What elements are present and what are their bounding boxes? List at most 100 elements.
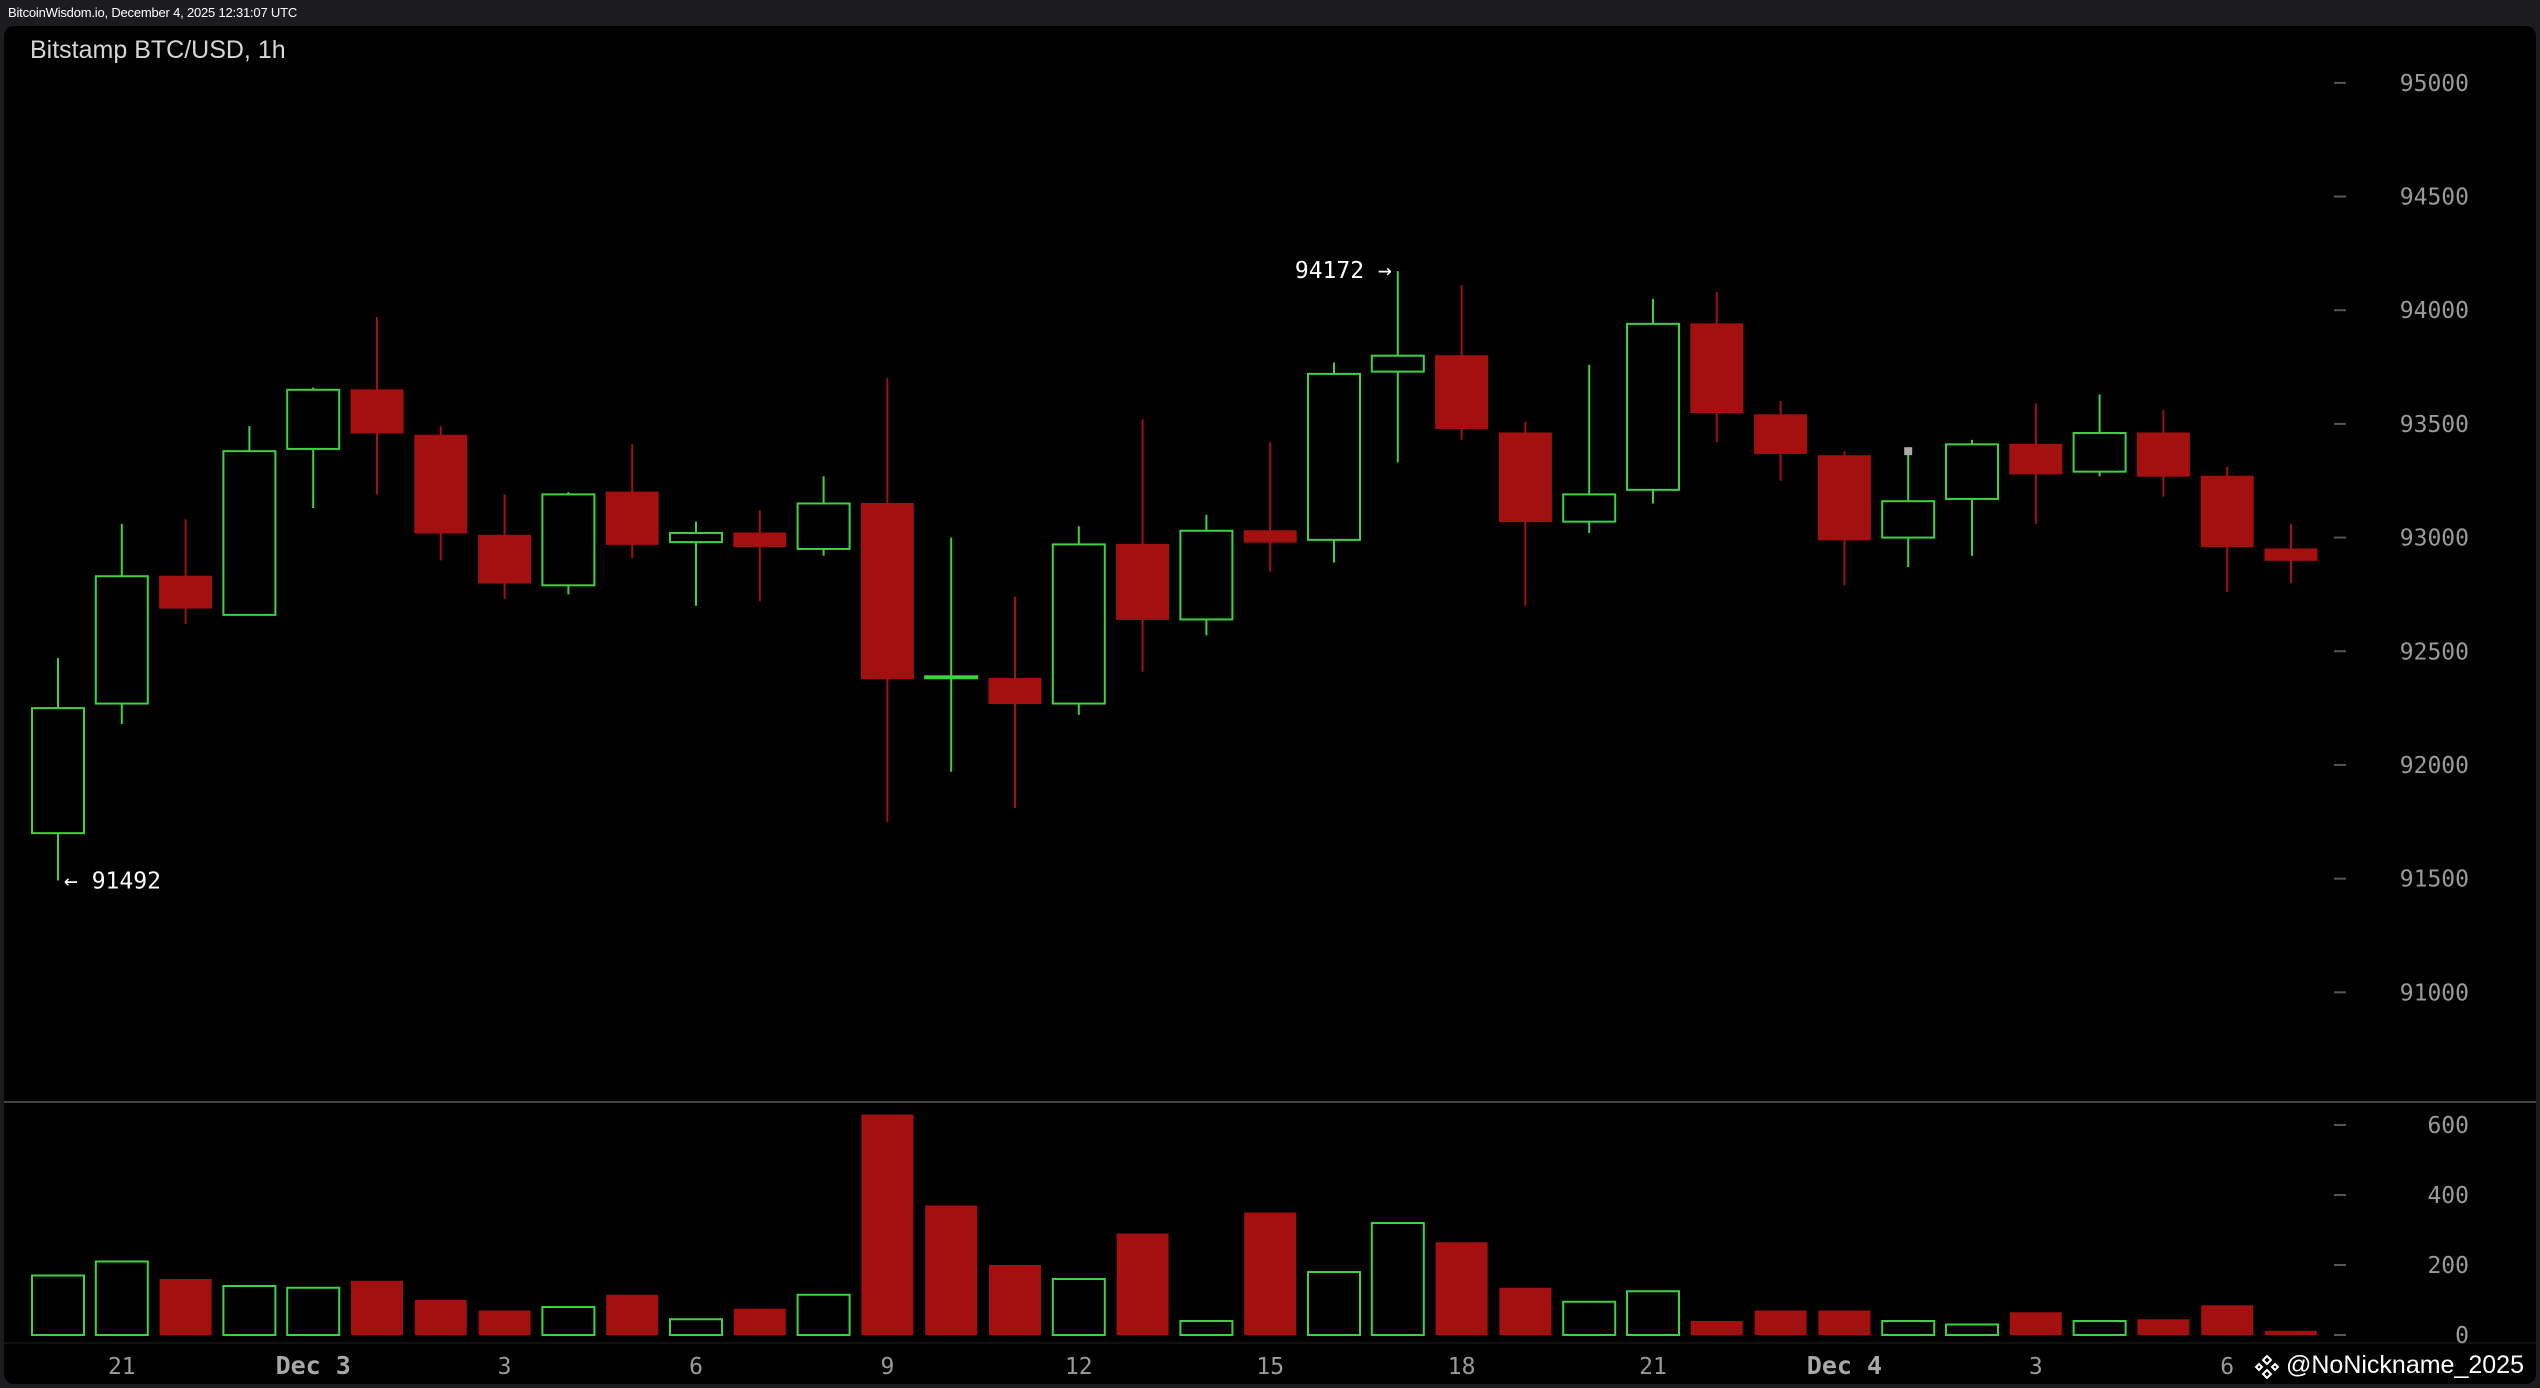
volume-bar-up [669, 1318, 723, 1336]
candle-body-up [1370, 354, 1425, 373]
price-axis-label: 91500 [2400, 867, 2469, 893]
x-axis-label: 18 [1448, 1354, 1476, 1380]
candle-body-down [988, 678, 1042, 705]
price-axis-label: 95000 [2400, 71, 2469, 97]
volume-bar-down [2137, 1319, 2190, 1335]
volume-bar-down [861, 1114, 914, 1335]
volume-bar-up [31, 1274, 85, 1336]
volume-bar-down [1435, 1242, 1488, 1335]
volume-bar-down [1818, 1310, 1871, 1335]
price-axis-label: 93000 [2400, 526, 2469, 552]
volume-bar-up [541, 1306, 596, 1336]
x-axis-label: Dec 4 [1807, 1351, 1882, 1380]
candle-body-down [2009, 443, 2063, 475]
volume-bar-up [1626, 1290, 1680, 1336]
volume-bar-down [2265, 1330, 2317, 1335]
volume-bar-down [2201, 1305, 2254, 1335]
candle-body-down [605, 491, 659, 545]
volume-bar-down [478, 1310, 531, 1335]
candle-body-up [796, 502, 851, 550]
volume-bar-up [1307, 1271, 1361, 1336]
volume-bar-down [351, 1280, 403, 1335]
volume-bar-down [925, 1205, 978, 1335]
candle-body-down [478, 534, 532, 584]
volume-bar-down [1244, 1212, 1297, 1335]
candle-body-down [860, 502, 914, 680]
candle-body-down [159, 575, 213, 609]
cursor-marker [1904, 447, 1913, 456]
candle-body-down [1243, 530, 1297, 543]
price-axis-label: 92500 [2400, 639, 2469, 665]
candle-body-down [2136, 432, 2190, 477]
price-extreme-annotation: ← 91492 [64, 868, 161, 894]
x-axis-label: 15 [1256, 1354, 1284, 1380]
candle-body-up [1945, 443, 1999, 500]
volume-bar-down [414, 1300, 467, 1335]
candle-body-up [1051, 543, 1106, 705]
candle-body-up [222, 450, 277, 616]
candle-body-up [1179, 529, 1234, 621]
volume-bar-up [286, 1286, 341, 1336]
candle-body-up [924, 675, 979, 680]
binance-diamond-icon [2254, 1354, 2280, 1379]
volume-bar-down [159, 1279, 212, 1335]
volume-axis-label: 0 [2455, 1323, 2469, 1349]
volume-bar-down [1116, 1233, 1169, 1335]
volume-axis-label: 200 [2427, 1253, 2469, 1279]
volume-bar-down [606, 1294, 659, 1335]
candle-body-down [350, 389, 404, 434]
candle-body-down [2200, 475, 2254, 548]
watermark-text: @NoNickname_2025 [2285, 1351, 2524, 1379]
candle-body-down [414, 434, 468, 534]
candle-body-down [1754, 414, 1808, 454]
price-axis-label: 93500 [2400, 412, 2469, 438]
candle-body-down [733, 532, 787, 548]
candle-body-up [94, 575, 149, 705]
volume-bar-up [1881, 1320, 1936, 1336]
candle-body-up [1626, 322, 1680, 491]
volume-axis-label: 600 [2427, 1113, 2469, 1139]
volume-bar-down [733, 1308, 786, 1335]
x-axis-label: 12 [1065, 1354, 1093, 1380]
volume-bar-up [1945, 1323, 1999, 1336]
candle-body-down [1116, 543, 1170, 620]
price-axis-label: 94000 [2400, 298, 2469, 324]
candle-body-up [1562, 493, 1617, 523]
price-axis-label: 91000 [2400, 980, 2469, 1006]
volume-bar-up [1370, 1222, 1425, 1336]
volume-bar-down [1754, 1310, 1807, 1335]
candle-body-down [1817, 455, 1871, 541]
candle-body-up [669, 532, 723, 544]
candle-body-down [1498, 432, 1552, 523]
price-axis-label: 92000 [2400, 753, 2469, 779]
volume-bar-up [796, 1293, 851, 1336]
volume-axis-label: 400 [2427, 1183, 2469, 1209]
volume-bar-up [94, 1260, 149, 1336]
volume-bar-up [1562, 1300, 1617, 1336]
candle-body-up [31, 707, 85, 835]
top-bar: BitcoinWisdom.io, December 4, 2025 12:31… [0, 0, 2540, 26]
candle-body-up [1307, 372, 1361, 541]
volume-bar-down [2009, 1312, 2062, 1335]
candle-body-down [1435, 355, 1489, 429]
candle-body-up [541, 493, 596, 587]
candlestick-chart[interactable]: 9100091500920009250093000935009400094500… [4, 26, 2536, 1384]
x-axis-label: 6 [2220, 1354, 2234, 1380]
volume-bar-up [2072, 1320, 2127, 1336]
volume-bar-down [989, 1265, 1041, 1335]
page-header-text: BitcoinWisdom.io, December 4, 2025 12:31… [8, 5, 298, 20]
watermark: @NoNickname_2025 [2254, 1351, 2524, 1380]
x-axis-label: 9 [880, 1354, 894, 1380]
x-axis-label: 6 [689, 1354, 703, 1380]
price-axis-label: 94500 [2400, 185, 2469, 211]
price-extreme-annotation: 94172 → [1295, 258, 1392, 284]
candle-body-down [2264, 548, 2318, 561]
volume-bar-up [1051, 1278, 1106, 1336]
chart-title: Bitstamp BTC/USD, 1h [30, 36, 286, 64]
x-axis-label: 21 [1639, 1354, 1667, 1380]
x-axis-label: 21 [108, 1354, 136, 1380]
volume-bar-up [1179, 1320, 1234, 1336]
candle-body-up [286, 388, 341, 450]
chart-frame: Bitstamp BTC/USD, 1h 91000 91500 92000 9250… [4, 26, 2536, 1384]
candle-body-down [1690, 323, 1744, 414]
